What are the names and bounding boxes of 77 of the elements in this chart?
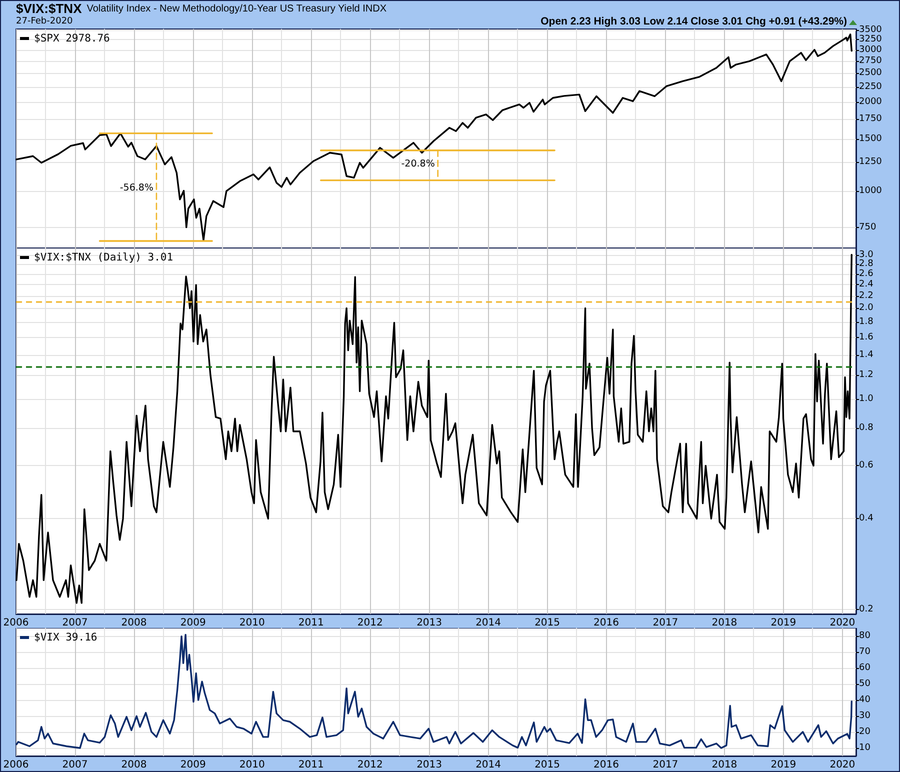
x-tick-label: 2019: [770, 618, 796, 628]
y-tick-label: 2.8: [859, 259, 874, 270]
legend-label: $VIX 39.16: [34, 632, 98, 644]
legend-label: $SPX 2978.76: [34, 32, 110, 44]
x-tick-label: 2006: [3, 760, 29, 770]
y-tick-label: 1000: [859, 186, 882, 196]
y-tick-label: 1.8: [859, 317, 874, 328]
text: Open 2.23 High 3.03 Low 2.14 Close 3.01 Chg +0.91 (+43.29%): [540, 16, 848, 28]
y-tick-label: 60: [859, 663, 871, 673]
x-tick-label: 2015: [534, 760, 560, 770]
x-tick-label: 2019: [770, 760, 796, 770]
y-tick-label: 2.6: [859, 268, 874, 279]
y-tick-label: 1250: [859, 157, 882, 168]
x-tick-label: 2009: [180, 760, 206, 770]
x-tick-label: 2017: [652, 760, 678, 770]
text: 27-Feb-2020: [16, 16, 74, 26]
y-tick-label: 80: [859, 631, 871, 641]
x-tick-label: 2018: [712, 760, 738, 770]
x-tick-label: 2007: [62, 760, 88, 770]
y-tick-label: 1.4: [859, 350, 874, 360]
y-tick-label: 1.0: [859, 394, 874, 404]
x-tick-label: 2015: [534, 618, 560, 628]
x-tick-label: 2012: [357, 760, 383, 770]
y-tick-label: 3250: [859, 34, 882, 45]
y-tick-label: 1.2: [859, 370, 874, 380]
y-tick-label: 1.6: [859, 332, 874, 342]
x-tick-label: 2017: [652, 618, 678, 628]
x-tick-label: 2018: [712, 618, 738, 628]
y-tick-label: 2500: [859, 68, 882, 78]
y-tick-label: 2.0: [859, 303, 874, 314]
chart-subtitle: Volatility Index - New Methodology/10-Year US Treasury Yield INDX: [86, 4, 387, 14]
x-tick-label: 2012: [357, 618, 383, 628]
y-tick-label: 2000: [859, 96, 882, 107]
x-tick-label: 2013: [416, 618, 442, 628]
y-tick-label: 3.0: [859, 250, 874, 260]
x-tick-label: 2014: [476, 618, 502, 628]
y-tick-label: 3000: [859, 44, 882, 55]
y-tick-label: 0.4: [859, 514, 874, 524]
annotation: -20.8%: [401, 158, 435, 170]
y-tick-label: 750: [859, 222, 876, 233]
y-tick-label: 70: [859, 647, 871, 657]
x-tick-label: 2010: [239, 618, 265, 628]
line-series: [15, 33, 852, 242]
x-tick-label: 2009: [180, 618, 206, 628]
y-tick-label: 1750: [859, 114, 882, 124]
x-tick-label: 2006: [3, 618, 29, 628]
x-tick-label: 2008: [121, 760, 147, 770]
y-tick-label: 2250: [859, 82, 882, 92]
line-series: [16, 254, 852, 604]
x-tick-label: 2016: [594, 618, 620, 628]
annotation: -56.8%: [120, 182, 154, 194]
line-series: [16, 634, 852, 749]
x-tick-label: 2020: [830, 618, 856, 628]
x-tick-label: 2020: [830, 760, 856, 770]
x-tick-label: 2007: [62, 618, 88, 628]
x-tick-label: 2014: [476, 760, 502, 770]
chart-title: $VIX:$TNX: [16, 1, 82, 16]
y-tick-label: 2.2: [859, 290, 874, 301]
x-tick-label: 2013: [416, 760, 442, 770]
y-tick-label: 30: [859, 711, 871, 721]
y-tick-label: 2750: [859, 56, 882, 66]
y-tick-label: 10: [859, 743, 871, 753]
y-tick-label: 0.2: [859, 604, 874, 614]
y-tick-label: 0.6: [859, 460, 874, 471]
x-tick-label: 2010: [239, 760, 265, 770]
x-tick-label: 2016: [594, 760, 620, 770]
y-tick-label: 2.4: [859, 279, 874, 290]
x-tick-label: 2011: [298, 618, 324, 628]
y-tick-label: 20: [859, 727, 871, 737]
x-tick-label: 2008: [121, 618, 147, 628]
x-tick-label: 2011: [298, 760, 324, 770]
y-tick-label: 0.8: [859, 423, 874, 434]
legend-label: $VIX:$TNX (Daily) 3.01: [34, 252, 174, 264]
y-tick-label: 1500: [859, 134, 882, 144]
y-tick-label: 40: [859, 695, 871, 705]
y-tick-label: 50: [859, 679, 871, 689]
y-tick-label: 3500: [859, 25, 882, 36]
